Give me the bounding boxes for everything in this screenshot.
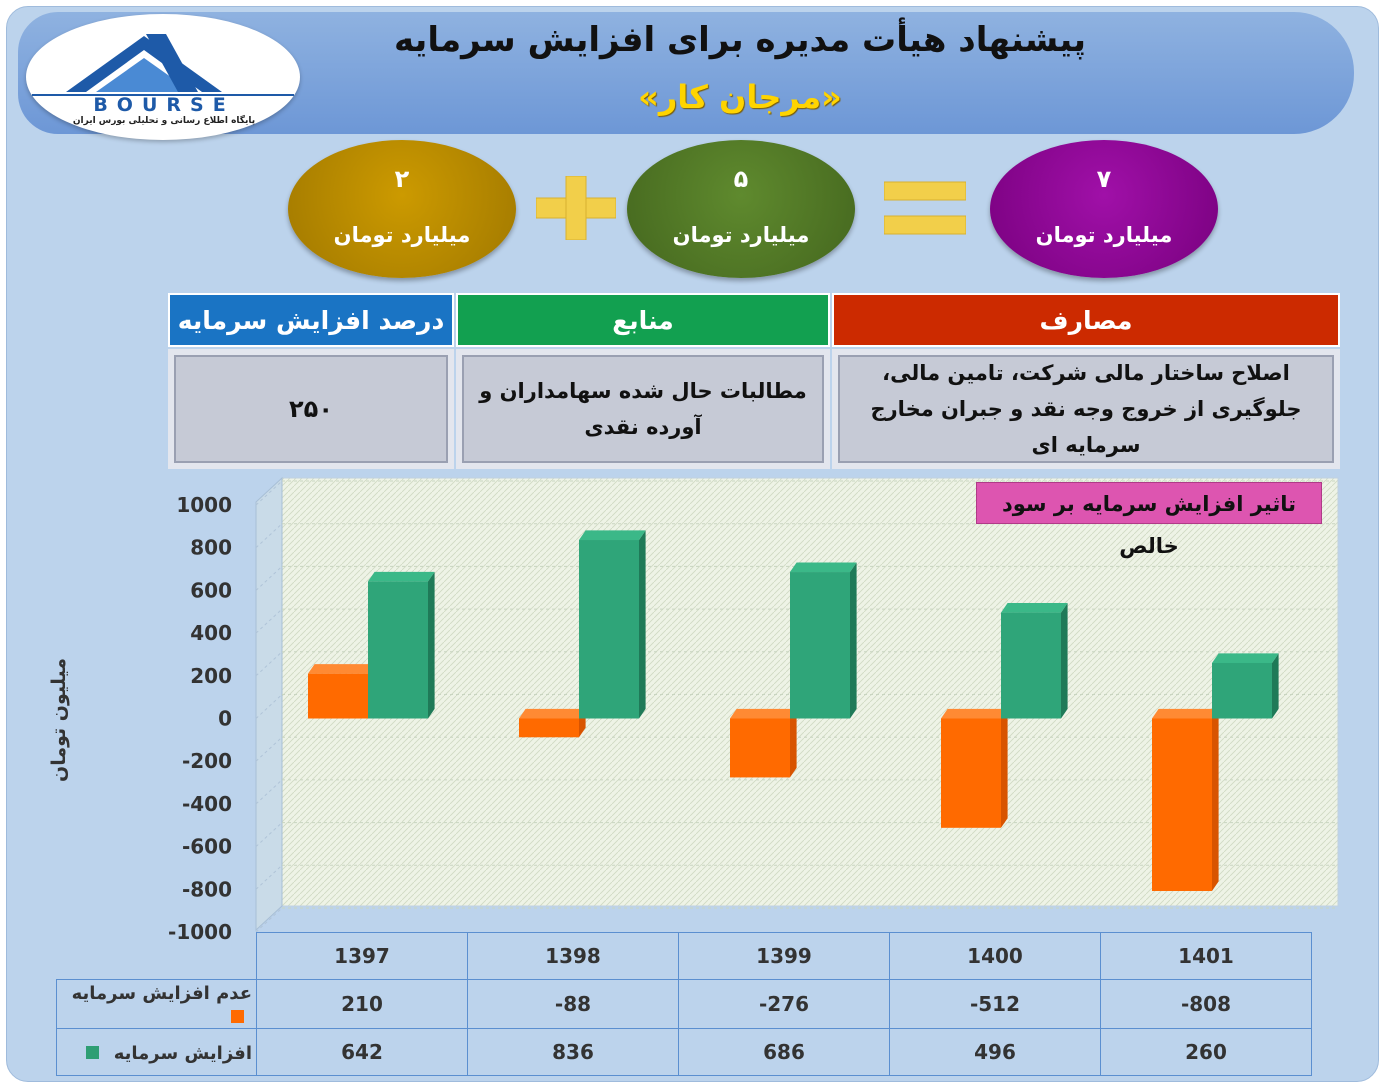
header-sources: منابع xyxy=(456,293,830,347)
logo-word: BOURSE xyxy=(93,94,235,116)
data-table: 1397 1398 1399 1400 1401 عدم افزایش سرما… xyxy=(56,932,1312,1076)
claims-ellipse: ۵ میلیارد تومان xyxy=(627,140,855,278)
year-cell: 1397 xyxy=(256,932,468,980)
bar-increase-1399 xyxy=(790,562,857,719)
year-cell: 1398 xyxy=(467,932,679,980)
header-percent: درصد افزایش سرمایه xyxy=(168,293,454,347)
page-title: پیشنهاد هیأت مدیره برای افزایش سرمایه xyxy=(393,20,1087,60)
claims-unit: میلیارد تومان xyxy=(672,223,810,247)
table-cell: 686 xyxy=(678,1028,890,1076)
y-tick-label: 600 xyxy=(190,578,232,602)
bar-no-increase-1400 xyxy=(941,708,1008,828)
bourse-logo xyxy=(26,14,300,140)
bar-no-increase-1397 xyxy=(308,664,375,719)
new-cash-ellipse: ۲ میلیارد تومان xyxy=(288,140,516,278)
logo-tagline: پایگاه اطلاع رسانی و تحلیلی بورس ایران xyxy=(72,116,256,126)
table-cell: -88 xyxy=(467,979,679,1029)
uses-text: اصلاح ساختار مالی شرکت، تامین مالی، جلوگ… xyxy=(870,361,1302,457)
table-cell: 496 xyxy=(889,1028,1101,1076)
y-tick-label: -200 xyxy=(182,749,232,773)
new-cash-unit: میلیارد تومان xyxy=(333,223,471,247)
new-cash-value: ۲ xyxy=(394,165,410,193)
y-tick-label: 800 xyxy=(190,536,232,560)
plot-side-wall xyxy=(255,476,283,932)
plus-icon xyxy=(536,176,616,240)
bar-no-increase-1401 xyxy=(1152,708,1219,892)
legend-increase-swatch xyxy=(85,1046,99,1059)
y-axis-label: میلیون تومان xyxy=(48,658,70,782)
table-corner xyxy=(56,932,257,980)
table-cell: 260 xyxy=(1100,1028,1312,1076)
year-cell: 1399 xyxy=(678,932,890,980)
y-tick-label: -800 xyxy=(182,877,232,901)
table-cell: -512 xyxy=(889,979,1101,1029)
uses-value: اصلاح ساختار مالی شرکت، تامین مالی، جلوگ… xyxy=(832,349,1340,469)
table-cell: 836 xyxy=(467,1028,679,1076)
total-unit: میلیارد تومان xyxy=(1035,223,1173,247)
bar-increase-1401 xyxy=(1212,653,1279,719)
legend-increase: افزایش سرمایه xyxy=(56,1028,257,1076)
bar-no-increase-1399 xyxy=(730,708,797,778)
y-tick-label: -600 xyxy=(182,835,232,859)
total-ellipse: ۷ میلیارد تومان xyxy=(990,140,1218,278)
sources-value: مطالبات حال شده سهامداران و آورده نقدی xyxy=(456,349,830,469)
y-tick-label: -400 xyxy=(182,792,232,816)
claims-value: ۵ xyxy=(733,165,749,193)
header-uses: مصارف xyxy=(832,293,1340,347)
legend-increase-label: افزایش سرمایه xyxy=(113,1043,252,1064)
table-cell: 210 xyxy=(256,979,468,1029)
total-value: ۷ xyxy=(1096,165,1112,193)
table-cell: 642 xyxy=(256,1028,468,1076)
bar-increase-1397 xyxy=(368,571,435,719)
company-name: «مرجان کار» xyxy=(638,78,842,116)
table-cell: -276 xyxy=(678,979,890,1029)
table-cell: -808 xyxy=(1100,979,1312,1029)
legend-no-increase-label: عدم افزایش سرمایه xyxy=(71,983,252,1004)
table-row-increase: افزایش سرمایه 642 836 686 496 260 xyxy=(56,1028,1312,1076)
sources-text: مطالبات حال شده سهامداران و آورده نقدی xyxy=(479,379,807,439)
y-tick-label: 0 xyxy=(218,707,232,731)
year-cell: 1400 xyxy=(889,932,1101,980)
y-tick-label: 200 xyxy=(190,664,232,688)
percent-text: ۲۵۰ xyxy=(289,395,333,423)
legend-no-increase: عدم افزایش سرمایه xyxy=(56,979,257,1029)
equals-icon xyxy=(884,181,966,235)
table-row-years: 1397 1398 1399 1400 1401 xyxy=(56,932,1312,980)
chart-title: تاثیر افزایش سرمایه بر سود خالص xyxy=(976,482,1322,558)
logo-mark-icon xyxy=(32,34,294,96)
bar-no-increase-1398 xyxy=(519,708,586,738)
y-tick-label: 400 xyxy=(190,621,232,645)
table-row-no-increase: عدم افزایش سرمایه 210 -88 -276 -512 -808 xyxy=(56,979,1312,1029)
bar-increase-1400 xyxy=(1001,603,1068,719)
legend-no-increase-swatch xyxy=(231,1010,244,1023)
year-cell: 1401 xyxy=(1100,932,1312,980)
percent-value: ۲۵۰ xyxy=(168,349,454,469)
y-tick-label: 1000 xyxy=(176,493,232,517)
bar-increase-1398 xyxy=(579,530,646,719)
